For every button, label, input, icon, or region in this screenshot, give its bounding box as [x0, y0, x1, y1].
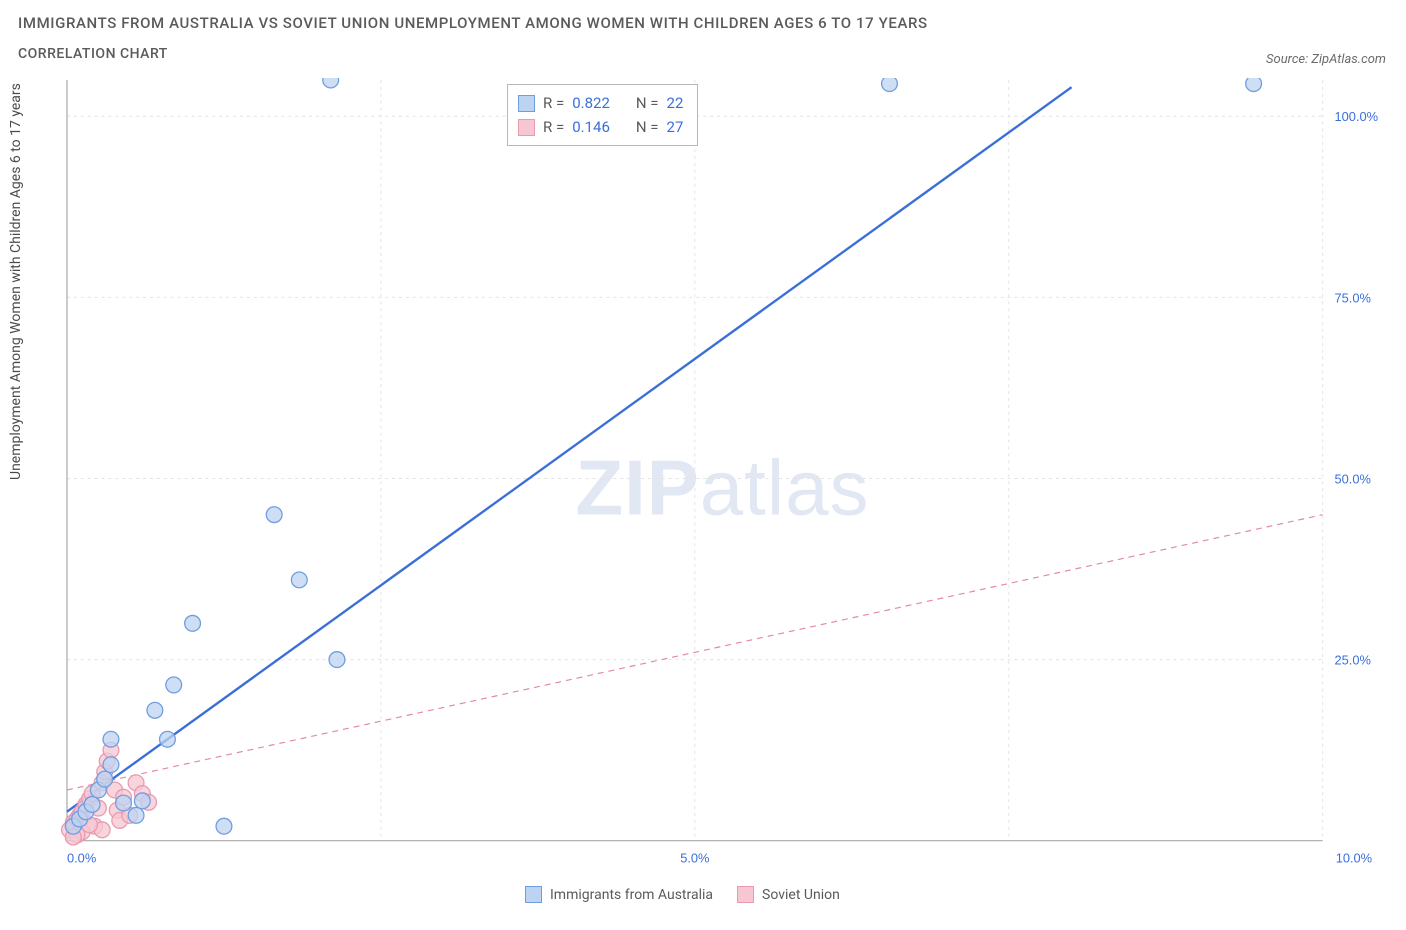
n-value: 27: [667, 115, 684, 139]
source-attribution: Source: ZipAtlas.com: [1266, 52, 1386, 67]
stats-row: R = 0.822 N = 22: [518, 91, 683, 115]
chart-area: ZIPatlas 25.0%50.0%75.0%100.0%0.0%5.0%10…: [55, 78, 1390, 898]
legend-item: Immigrants from Australia: [525, 886, 713, 903]
chart-subtitle: CORRELATION CHART: [18, 46, 1388, 62]
series-swatch: [518, 119, 535, 136]
legend-item: Soviet Union: [737, 886, 840, 903]
legend-swatch: [737, 886, 754, 903]
correlation-stats-box: R = 0.822 N = 22 R = 0.146 N = 27: [507, 84, 698, 146]
r-label: R =: [543, 91, 564, 115]
scatter-plot: 25.0% 50.0% 75.0% 100.0% 0.0% 5.0% 10.0%: [55, 78, 1390, 898]
svg-text:5.0%: 5.0%: [680, 850, 709, 865]
chart-title: IMMIGRANTS FROM AUSTRALIA VS SOVIET UNIO…: [18, 14, 1388, 32]
bottom-legend: Immigrants from Australia Soviet Union: [525, 886, 840, 903]
n-label: N =: [636, 91, 659, 115]
r-value: 0.822: [572, 91, 610, 115]
header: IMMIGRANTS FROM AUSTRALIA VS SOVIET UNIO…: [0, 0, 1406, 62]
y-axis-label: Unemployment Among Women with Children A…: [8, 83, 24, 480]
legend-swatch: [525, 886, 542, 903]
svg-text:75.0%: 75.0%: [1335, 290, 1371, 305]
r-value: 0.146: [572, 115, 610, 139]
svg-text:10.0%: 10.0%: [1336, 850, 1372, 865]
legend-label: Immigrants from Australia: [550, 887, 713, 903]
legend-label: Soviet Union: [762, 887, 840, 903]
r-label: R =: [543, 115, 564, 139]
n-label: N =: [636, 115, 659, 139]
series-swatch: [518, 95, 535, 112]
n-value: 22: [667, 91, 684, 115]
stats-row: R = 0.146 N = 27: [518, 115, 683, 139]
svg-text:100.0%: 100.0%: [1335, 109, 1379, 124]
svg-text:50.0%: 50.0%: [1335, 471, 1371, 486]
svg-text:25.0%: 25.0%: [1335, 653, 1371, 668]
svg-text:0.0%: 0.0%: [67, 850, 96, 865]
